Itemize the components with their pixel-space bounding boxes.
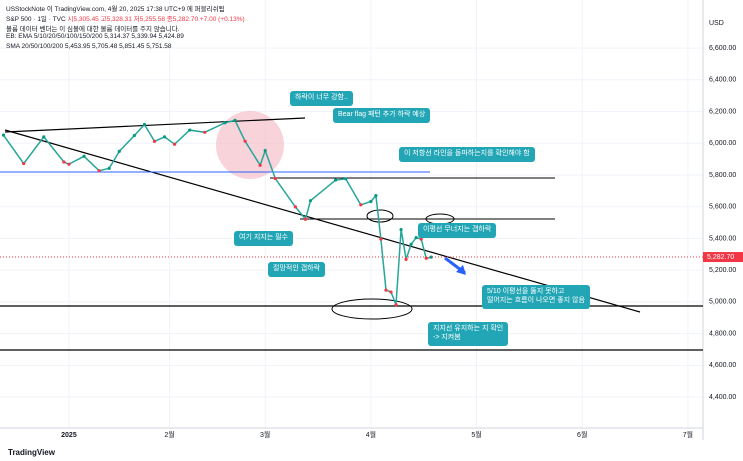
- price-point: [233, 118, 237, 123]
- annotation: 지지선 유지하는 지 확인 -> 지켜봄: [428, 322, 509, 346]
- gap-circle: [366, 209, 394, 223]
- price-point: [82, 154, 86, 158]
- price-point: [334, 178, 338, 182]
- annotation: 여기 지지는 필수: [234, 231, 293, 246]
- y-tick-label: 5,200.00: [709, 267, 736, 274]
- y-tick-label: 5,000.00: [709, 299, 736, 306]
- price-point: [404, 257, 408, 261]
- price-point: [1, 133, 6, 137]
- last-price-label: 5,282.70: [707, 254, 734, 261]
- price-point: [293, 205, 297, 209]
- price-point: [429, 255, 433, 259]
- price-point: [389, 290, 393, 294]
- price-point: [22, 161, 26, 166]
- price-point: [117, 149, 121, 153]
- symbol-line: S&P 500 · 1일 · TVC 시5,305.45 고5,328.31 저…: [6, 13, 245, 23]
- annotation: 이 저항선 라인을 돌파하는지를 확인해야 함: [399, 147, 535, 162]
- ohlc: 시5,305.45 고5,328.31 저5,255.58 종5,282.70 …: [67, 16, 245, 23]
- price-point: [67, 162, 71, 166]
- support-circle: [331, 298, 413, 320]
- x-tick-label: 4월: [366, 430, 376, 439]
- price-point: [273, 176, 277, 181]
- price-point: [414, 236, 418, 240]
- price-point: [42, 135, 46, 139]
- price-point: [369, 199, 373, 204]
- price-point: [142, 122, 147, 127]
- price-point: [243, 139, 247, 143]
- ema: EB: EMA 5/10/20/50/100/150/200 5,314.37 …: [6, 33, 184, 40]
- price-point: [258, 163, 262, 167]
- price-point: [132, 133, 136, 138]
- price-point: [399, 227, 403, 232]
- trendline: [4, 117, 306, 133]
- y-tick-label: 5,400.00: [709, 235, 736, 242]
- price-point: [344, 177, 348, 181]
- x-tick-label: 3월: [260, 430, 270, 439]
- price-point: [152, 139, 157, 143]
- y-tick-label: 4,400.00: [709, 394, 736, 401]
- annotation: 5/10 이평선을 뚫지 못하고 떨어지는 흐름이 나오면 좋지 않음: [482, 285, 590, 309]
- price-point: [419, 237, 423, 241]
- price-point: [188, 128, 192, 132]
- price-point: [374, 193, 378, 198]
- symbol: S&P 500 · 1일 · TVC: [6, 16, 66, 23]
- footer: TradingView: [8, 448, 55, 457]
- price-point: [424, 256, 428, 260]
- y-tick-label: 4,800.00: [709, 330, 736, 337]
- y-tick-label: 6,400.00: [709, 77, 736, 84]
- y-tick-label: 6,200.00: [709, 108, 736, 115]
- price-point: [308, 199, 313, 203]
- annotation: Bear flag 패턴 추가 하락 예상: [333, 108, 431, 123]
- volume-note: 볼륨 데이터 벤더는 이 심볼에 대한 볼륨 데이터를 주지 않습니다.: [6, 26, 180, 33]
- x-tick-label: 2025: [61, 432, 77, 439]
- y-tick-label: 6,600.00: [709, 45, 736, 52]
- x-tick-label: 5월: [471, 430, 481, 439]
- x-tick-label: 2월: [164, 430, 174, 439]
- annotation: 하락이 너무 강함..: [290, 91, 353, 106]
- price-point: [379, 237, 383, 241]
- price-point: [173, 142, 177, 146]
- trendline: [4, 129, 641, 313]
- y-tick-label: 5,600.00: [709, 204, 736, 211]
- price-point: [303, 217, 308, 221]
- y-tick-label: 4,600.00: [709, 362, 736, 369]
- publisher: USStockNote 이 TradingView.com, 4월 20, 20…: [6, 6, 225, 13]
- sma: SMA 20/50/100/200 5,453.95 5,705.48 5,85…: [6, 43, 172, 50]
- price-point: [62, 160, 66, 164]
- x-tick-label: 6월: [577, 430, 587, 439]
- y-tick-label: 5,800.00: [709, 172, 736, 179]
- price-point: [203, 130, 207, 134]
- currency: USD: [709, 20, 724, 27]
- price-point: [409, 242, 413, 246]
- price-point: [97, 169, 101, 173]
- highlight: [216, 111, 284, 179]
- price-point: [359, 203, 363, 207]
- price-point: [384, 288, 388, 292]
- price-point: [223, 121, 227, 125]
- y-tick-label: 6,000.00: [709, 140, 736, 147]
- price-point: [107, 166, 111, 170]
- last-price-box: [703, 252, 743, 263]
- arrow-head: [456, 265, 466, 275]
- price-point: [394, 303, 398, 307]
- x-tick-label: 7월: [683, 430, 693, 439]
- annotation: 절망적인 갭하락: [268, 262, 326, 277]
- price-point: [162, 135, 167, 139]
- price-point: [263, 148, 267, 153]
- annotation: 이평선 무너지는 갭하락: [418, 223, 497, 238]
